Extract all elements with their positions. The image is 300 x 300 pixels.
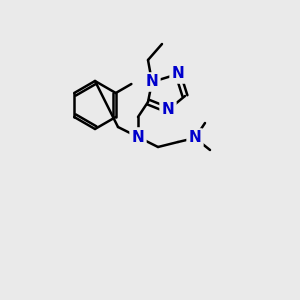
Text: N: N: [132, 130, 144, 145]
Text: N: N: [146, 74, 158, 89]
Text: N: N: [172, 67, 184, 82]
Text: N: N: [189, 130, 201, 146]
Text: N: N: [162, 103, 174, 118]
